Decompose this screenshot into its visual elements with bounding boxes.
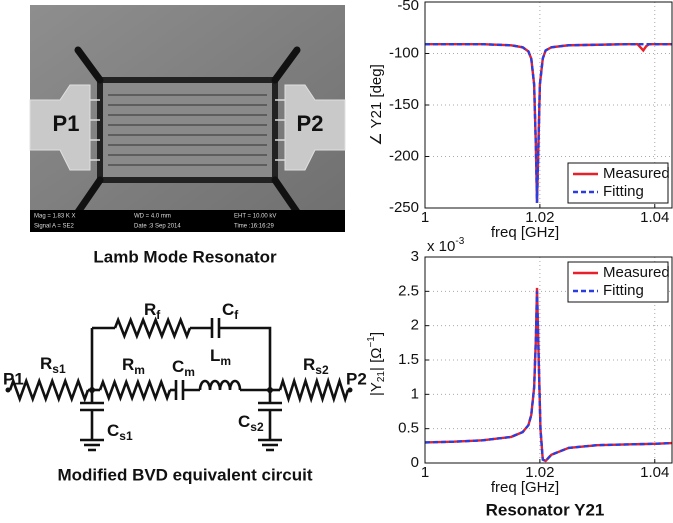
component-subscript: f: [234, 308, 239, 322]
y-axis-label: ∠ Y21 [deg]: [368, 64, 385, 146]
wire: [258, 401, 282, 412]
y-tick-label: -150: [389, 96, 419, 113]
x-tick-label: 1.04: [640, 209, 669, 226]
component-subscript: s1: [52, 362, 66, 376]
y-tick-label: 0: [411, 454, 419, 471]
caption: Lamb Mode Resonator: [93, 247, 277, 266]
x-axis-label: freq [GHz]: [491, 224, 559, 241]
sem-info-text: EHT = 10.00 kV: [234, 214, 276, 220]
y-tick-label: 2.5: [398, 282, 419, 299]
y-axis-label-part: | [Ω: [368, 348, 385, 371]
component-symbol: C: [172, 357, 184, 376]
axis-scale: x 10-3: [427, 236, 465, 255]
component-label: Cs1: [107, 421, 133, 443]
sem-info: Mag = 1.83 K X WD = 4.0 mm EHT = 10.00 kV S…: [34, 214, 276, 230]
caption: Resonator Y21: [486, 500, 605, 519]
wire: [80, 420, 104, 452]
component-symbol: R: [40, 354, 52, 373]
sem-info-text: Time :16:16:29: [234, 224, 274, 230]
x-tick-label: 1.02: [525, 464, 554, 481]
y-tick-label: 0.5: [398, 420, 419, 437]
wire: [198, 379, 242, 391]
y-axis-label-part: ]: [368, 332, 385, 336]
wire: [210, 318, 221, 338]
x-tick-label: 1.02: [525, 209, 554, 226]
pad-label: P1: [53, 111, 80, 136]
y-tick-label: 1: [411, 385, 419, 402]
series-line: [425, 291, 672, 463]
x-tick-label: 1: [421, 464, 429, 481]
component-subscript: m: [220, 354, 231, 368]
legend-box: [567, 162, 669, 204]
pad-label: P2: [297, 111, 324, 136]
x-tick-label: 1.04: [640, 464, 669, 481]
y-tick-label: 2: [411, 317, 419, 334]
component-subscript: m: [184, 365, 195, 379]
legend-label: Fitting: [603, 183, 644, 200]
sem-info-text: WD = 4.0 mm: [134, 214, 171, 220]
axis-scale-exponent: -3: [455, 236, 464, 247]
component-label: Cm: [172, 357, 195, 379]
y-tick-label: -250: [389, 199, 419, 216]
wire: [98, 378, 172, 402]
sem-image: [29, 5, 346, 232]
component-subscript: f: [156, 308, 161, 322]
x-tick-label: 1: [421, 209, 429, 226]
y-tick-label: 3: [411, 248, 419, 265]
y-tick-label: 1.5: [398, 351, 419, 368]
component-subscript: s2: [250, 420, 264, 434]
port-label: P2: [346, 369, 367, 388]
component-label: Cs2: [238, 412, 264, 434]
component-symbol: R: [144, 300, 156, 319]
component-label: Rf: [144, 300, 161, 322]
component-symbol: C: [222, 300, 234, 319]
component-label: Rs1: [40, 354, 66, 376]
component-label: Rm: [122, 355, 145, 377]
component-symbol: C: [238, 412, 250, 431]
plot-frame: [424, 256, 673, 464]
y-axis-label: |Y21| [Ω−1]: [366, 332, 387, 396]
legend-label: Measured: [603, 264, 670, 281]
sem-info-text: Date :3 Sep 2014: [134, 224, 181, 230]
caption: Modified BVD equivalent circuit: [57, 465, 312, 484]
component-subscript: m: [134, 363, 145, 377]
port-label: P1: [3, 369, 24, 388]
axis-scale-base: x 10: [427, 238, 455, 255]
legend-label: Fitting: [603, 282, 644, 299]
wire: [219, 326, 272, 403]
wire: [113, 316, 192, 340]
y-axis-label-part: |Y: [368, 382, 385, 396]
component-symbol: R: [122, 355, 134, 374]
component-symbol: C: [107, 421, 119, 440]
legend-box: [567, 261, 669, 303]
plot-frame: [424, 1, 673, 209]
wire: [174, 380, 185, 400]
component-symbol: R: [303, 355, 315, 374]
sem-info-text: Mag = 1.83 K X: [34, 214, 76, 220]
wire: [80, 401, 104, 412]
component-subscript: s2: [315, 363, 329, 377]
component-subscript: s1: [119, 429, 133, 443]
wire: [258, 420, 282, 452]
y-tick-label: -50: [397, 0, 419, 14]
y-axis-label-part: 21: [376, 371, 387, 383]
port: [347, 387, 353, 393]
wire: [8, 377, 90, 403]
y-axis-label-part: −1: [366, 336, 377, 348]
y-tick-label: -200: [389, 147, 419, 164]
component-label: Rs2: [303, 355, 329, 377]
x-axis-label: freq [GHz]: [491, 479, 559, 496]
series-line: [425, 43, 672, 203]
wire: [278, 376, 350, 404]
component-label: Cf: [222, 300, 239, 322]
legend-label: Measured: [603, 165, 670, 182]
component-label: Lm: [210, 346, 231, 368]
y-tick-label: -100: [389, 44, 419, 61]
sem-info-text: Signal A = SE2: [34, 224, 75, 230]
component-symbol: L: [210, 346, 220, 365]
